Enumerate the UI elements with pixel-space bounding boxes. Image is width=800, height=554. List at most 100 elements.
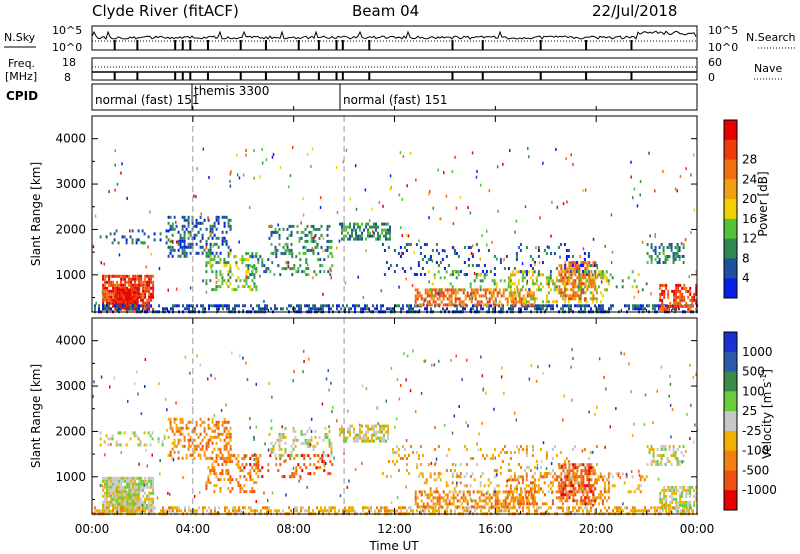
heatmap-cell bbox=[215, 420, 218, 424]
heatmap-cell bbox=[308, 426, 311, 430]
heatmap-cell bbox=[359, 436, 361, 440]
heatmap-cell bbox=[509, 469, 512, 472]
heatmap-cell bbox=[532, 294, 535, 298]
heatmap-cell bbox=[683, 485, 686, 489]
heatmap-cell bbox=[670, 246, 673, 249]
heatmap-cell bbox=[564, 273, 567, 277]
heatmap-cell bbox=[550, 506, 552, 510]
heatmap-cell bbox=[213, 221, 216, 225]
heatmap-cell bbox=[306, 239, 309, 243]
heatmap-cell bbox=[583, 252, 586, 255]
heatmap-cell bbox=[403, 270, 406, 273]
heatmap-cell bbox=[219, 487, 222, 491]
heatmap-cell bbox=[148, 298, 151, 302]
heatmap-cell bbox=[664, 445, 667, 448]
heatmap-cell bbox=[118, 488, 121, 492]
heatmap-cell bbox=[383, 424, 385, 428]
heatmap-cell bbox=[484, 499, 487, 503]
heatmap-speckle bbox=[409, 152, 412, 155]
heatmap-cell bbox=[235, 457, 238, 461]
heatmap-cell bbox=[395, 264, 398, 267]
heatmap-cell bbox=[456, 291, 459, 295]
heatmap-cell bbox=[134, 476, 137, 480]
heatmap-cell bbox=[320, 245, 323, 249]
heatmap-cell bbox=[319, 457, 322, 461]
heatmap-speckle bbox=[120, 171, 122, 175]
heatmap-cell bbox=[249, 255, 252, 259]
heatmap-cell bbox=[490, 496, 493, 500]
heatmap-speckle bbox=[114, 149, 116, 153]
heatmap-cell bbox=[669, 485, 672, 489]
heatmap-cell bbox=[674, 246, 677, 249]
heatmap-cell bbox=[126, 294, 129, 298]
heatmap-cell bbox=[102, 289, 105, 293]
heatmap-cell bbox=[444, 288, 447, 292]
heatmap-cell bbox=[576, 499, 579, 503]
heatmap-cell bbox=[221, 273, 224, 277]
heatmap-cell bbox=[440, 505, 443, 509]
heatmap-cell bbox=[417, 454, 420, 457]
heatmap-cell bbox=[270, 441, 273, 445]
heatmap-cell bbox=[564, 288, 567, 292]
heatmap-cell bbox=[451, 270, 454, 274]
heatmap-cell bbox=[654, 509, 656, 513]
heatmap-cell bbox=[551, 448, 554, 451]
heatmap-cell bbox=[119, 431, 122, 435]
heatmap-cell bbox=[638, 304, 640, 308]
heatmap-cell bbox=[185, 453, 188, 457]
heatmap-cell bbox=[136, 509, 138, 513]
heatmap-cell bbox=[522, 499, 525, 503]
heatmap-cell bbox=[223, 429, 226, 433]
heatmap-speckle bbox=[411, 284, 414, 287]
heatmap-cell bbox=[171, 254, 174, 258]
heatmap-cell bbox=[434, 490, 437, 494]
heatmap-cell bbox=[584, 487, 587, 491]
heatmap-cell bbox=[425, 243, 428, 246]
heatmap-cell bbox=[187, 221, 190, 225]
heatmap-cell bbox=[124, 306, 127, 310]
heatmap-cell bbox=[452, 303, 455, 307]
heatmap-cell bbox=[361, 222, 363, 226]
heatmap-cell bbox=[414, 297, 417, 301]
heatmap-cell bbox=[223, 460, 226, 464]
heatmap-cell bbox=[354, 509, 356, 513]
heatmap-cell bbox=[201, 420, 204, 424]
heatmap-cell bbox=[136, 496, 139, 500]
heatmap-cell bbox=[179, 233, 182, 237]
heatmap-cell bbox=[500, 505, 503, 509]
heatmap-cell bbox=[426, 505, 429, 509]
heatmap-cell bbox=[253, 264, 256, 268]
heatmap-cell bbox=[102, 503, 105, 507]
heatmap-cell bbox=[175, 423, 178, 427]
colorbar-tick-1: 8 bbox=[742, 251, 750, 265]
heatmap-cell bbox=[656, 261, 659, 264]
colorbar-swatch-0 bbox=[724, 120, 737, 141]
heatmap-cell bbox=[237, 267, 240, 271]
heatmap-cell bbox=[570, 297, 573, 301]
heatmap-cell bbox=[659, 494, 662, 498]
heatmap-cell bbox=[386, 506, 388, 510]
heatmap-cell bbox=[209, 242, 212, 246]
heatmap-cell bbox=[435, 478, 438, 482]
heatmap-cell bbox=[650, 506, 652, 510]
heatmap-cell bbox=[115, 440, 118, 444]
heatmap-cell bbox=[216, 307, 218, 311]
heatmap-cell bbox=[267, 463, 270, 467]
heatmap-cell bbox=[227, 435, 230, 439]
heatmap-cell bbox=[257, 457, 260, 461]
heatmap-cell bbox=[217, 221, 220, 225]
heatmap-cell bbox=[594, 288, 597, 292]
heatmap-cell bbox=[253, 276, 256, 280]
heatmap-cell bbox=[211, 469, 214, 473]
heatmap-cell bbox=[148, 491, 151, 495]
heatmap-cell bbox=[366, 506, 368, 510]
heatmap-cell bbox=[396, 509, 398, 513]
heatmap-cell bbox=[215, 453, 218, 457]
heatmap-cell bbox=[490, 304, 492, 308]
heatmap-cell bbox=[144, 277, 147, 281]
heatmap-cell bbox=[586, 304, 588, 308]
heatmap-speckle bbox=[535, 246, 537, 250]
heatmap-cell bbox=[682, 255, 685, 258]
heatmap-cell bbox=[134, 508, 137, 512]
heatmap-cell bbox=[560, 478, 563, 482]
